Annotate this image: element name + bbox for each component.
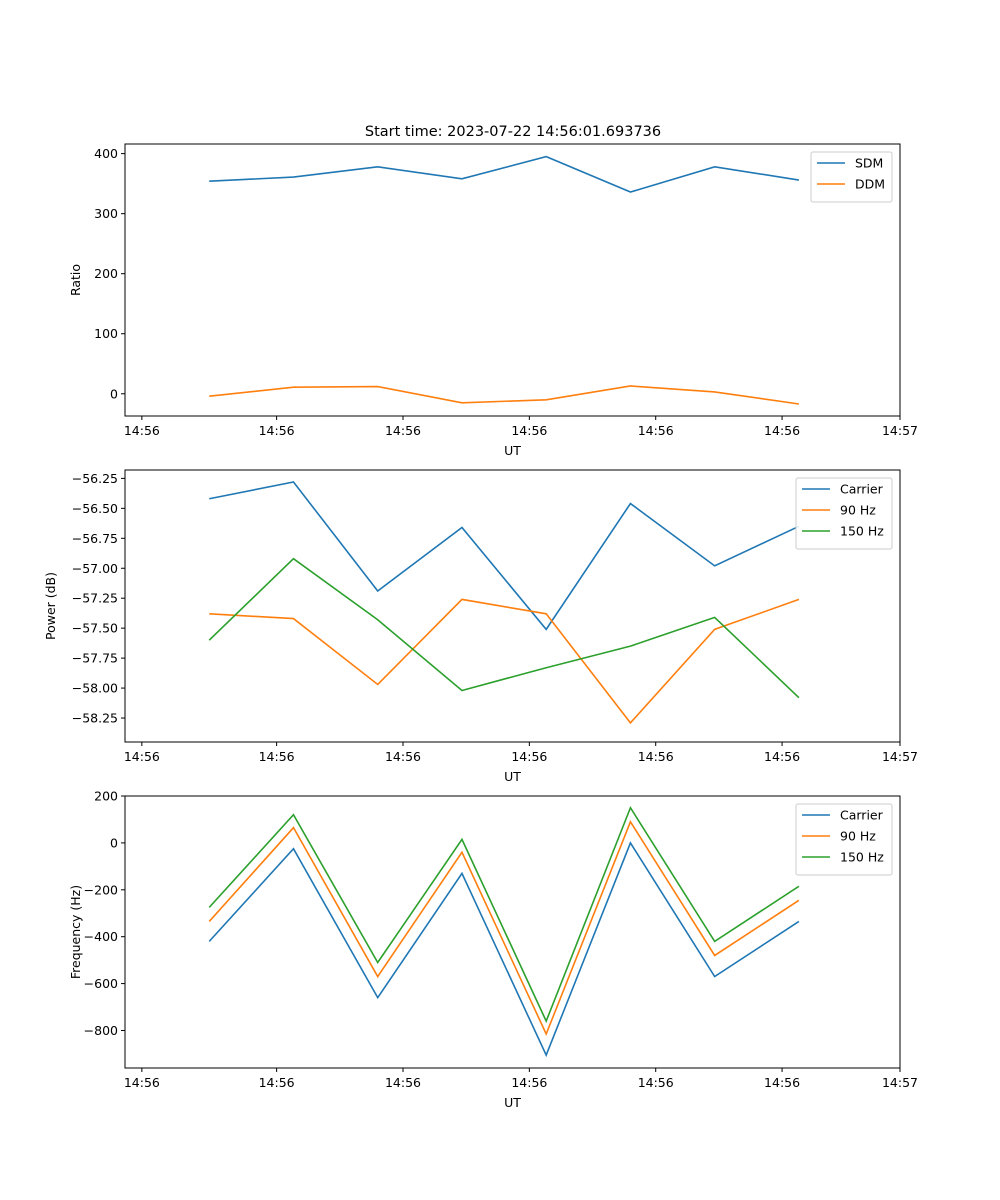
frequency-xtick-label: 14:57 bbox=[882, 1075, 918, 1090]
ratio-series-ddm-line bbox=[209, 385, 800, 405]
ratio-ytick-label: 100 bbox=[94, 326, 118, 341]
power-legend-label-150-hz: 150 Hz bbox=[840, 524, 884, 539]
ratio-y-axis-label: Ratio bbox=[68, 264, 83, 296]
power-ytick-label: −56.75 bbox=[72, 531, 118, 546]
ratio-xtick-label: 14:56 bbox=[511, 423, 547, 438]
ratio-legend-label-ddm: DDM bbox=[855, 177, 885, 192]
ratio-plot-frame bbox=[124, 143, 901, 417]
power-ytick-label: −57.00 bbox=[72, 561, 118, 576]
power-plot-frame bbox=[124, 469, 901, 743]
power-xtick-label: 14:56 bbox=[638, 749, 674, 764]
power-xtick-label: 14:56 bbox=[385, 749, 421, 764]
frequency-ytick-label: 0 bbox=[110, 835, 118, 850]
ratio-panel: SDM DDM 14:56 14:56 14:56 14:56 14:56 14:56 14:… bbox=[68, 143, 918, 458]
power-ytick-label: −57.75 bbox=[72, 651, 118, 666]
power-panel: Carrier 90 Hz 150 Hz 14:56 14:56 14:56 14:56 1… bbox=[43, 469, 918, 784]
frequency-series-carrier-line bbox=[208, 841, 800, 1058]
ratio-plot-area bbox=[125, 144, 900, 416]
ratio-xtick-label: 14:56 bbox=[259, 423, 295, 438]
ratio-legend-label-sdm: SDM bbox=[855, 156, 883, 171]
power-xtick-label: 14:56 bbox=[124, 749, 160, 764]
frequency-xtick-label: 14:56 bbox=[511, 1075, 547, 1090]
ratio-series-sdm-line bbox=[209, 155, 800, 193]
power-xtick-label: 14:57 bbox=[882, 749, 918, 764]
ratio-ytick-label: 300 bbox=[94, 206, 118, 221]
ratio-x-axis-label: UT bbox=[504, 443, 521, 458]
power-xtick-label: 14:56 bbox=[511, 749, 547, 764]
frequency-series-150-hz-line bbox=[208, 805, 800, 1024]
frequency-series-90-hz-line bbox=[208, 820, 800, 1037]
power-ytick-label: −56.25 bbox=[72, 471, 118, 486]
frequency-y-axis-label: Frequency (Hz) bbox=[68, 885, 83, 979]
power-plot-area bbox=[125, 470, 900, 742]
frequency-legend-label-150-hz: 150 Hz bbox=[840, 850, 884, 865]
frequency-plot-frame bbox=[124, 795, 901, 1069]
power-ytick-label: −57.50 bbox=[72, 621, 118, 636]
frequency-xtick-label: 14:56 bbox=[385, 1075, 421, 1090]
power-xtick-label: 14:56 bbox=[259, 749, 295, 764]
frequency-xtick-label: 14:56 bbox=[259, 1075, 295, 1090]
frequency-xtick-label: 14:56 bbox=[124, 1075, 160, 1090]
ratio-legend-box bbox=[810, 151, 893, 203]
power-series-90-hz-line bbox=[209, 598, 800, 725]
frequency-plot-area bbox=[125, 796, 900, 1068]
power-ytick-label: −57.25 bbox=[72, 591, 118, 606]
frequency-xtick-label: 14:56 bbox=[764, 1075, 800, 1090]
frequency-legend-label-90-hz: 90 Hz bbox=[840, 829, 876, 844]
power-y-axis-label: Power (dB) bbox=[43, 572, 58, 640]
power-x-axis-label: UT bbox=[504, 769, 521, 784]
frequency-x-axis-label: UT bbox=[504, 1095, 521, 1110]
frequency-ytick-label: −400 bbox=[84, 929, 118, 944]
figure-title: Start time: 2023-07-22 14:56:01.693736 bbox=[365, 124, 661, 140]
frequency-ytick-label: 200 bbox=[94, 789, 118, 804]
frequency-ytick-label: −600 bbox=[84, 976, 118, 991]
frequency-panel: Carrier 90 Hz 150 Hz 14:56 14:56 14:56 14:56 1… bbox=[68, 789, 918, 1111]
frequency-ytick-label: −200 bbox=[84, 882, 118, 897]
frequency-legend-label-carrier: Carrier bbox=[840, 808, 884, 823]
power-ytick-label: −58.25 bbox=[72, 711, 118, 726]
ratio-ytick-label: 400 bbox=[94, 146, 118, 161]
ratio-xtick-label: 14:56 bbox=[124, 423, 160, 438]
ratio-xtick-label: 14:57 bbox=[882, 423, 918, 438]
frequency-ytick-label: −800 bbox=[84, 1023, 118, 1038]
power-ytick-label: −58.00 bbox=[72, 681, 118, 696]
frequency-xtick-label: 14:56 bbox=[638, 1075, 674, 1090]
power-series-150-hz-line bbox=[208, 557, 800, 699]
power-xtick-label: 14:56 bbox=[764, 749, 800, 764]
ratio-xtick-label: 14:56 bbox=[638, 423, 674, 438]
ratio-ytick-label: 0 bbox=[110, 386, 118, 401]
power-series-carrier-line bbox=[209, 481, 800, 631]
power-legend-label-carrier: Carrier bbox=[840, 482, 884, 497]
ratio-xtick-label: 14:56 bbox=[764, 423, 800, 438]
power-legend-label-90-hz: 90 Hz bbox=[840, 503, 876, 518]
ratio-ytick-label: 200 bbox=[94, 266, 118, 281]
power-ytick-label: −56.50 bbox=[72, 501, 118, 516]
ratio-xtick-label: 14:56 bbox=[385, 423, 421, 438]
